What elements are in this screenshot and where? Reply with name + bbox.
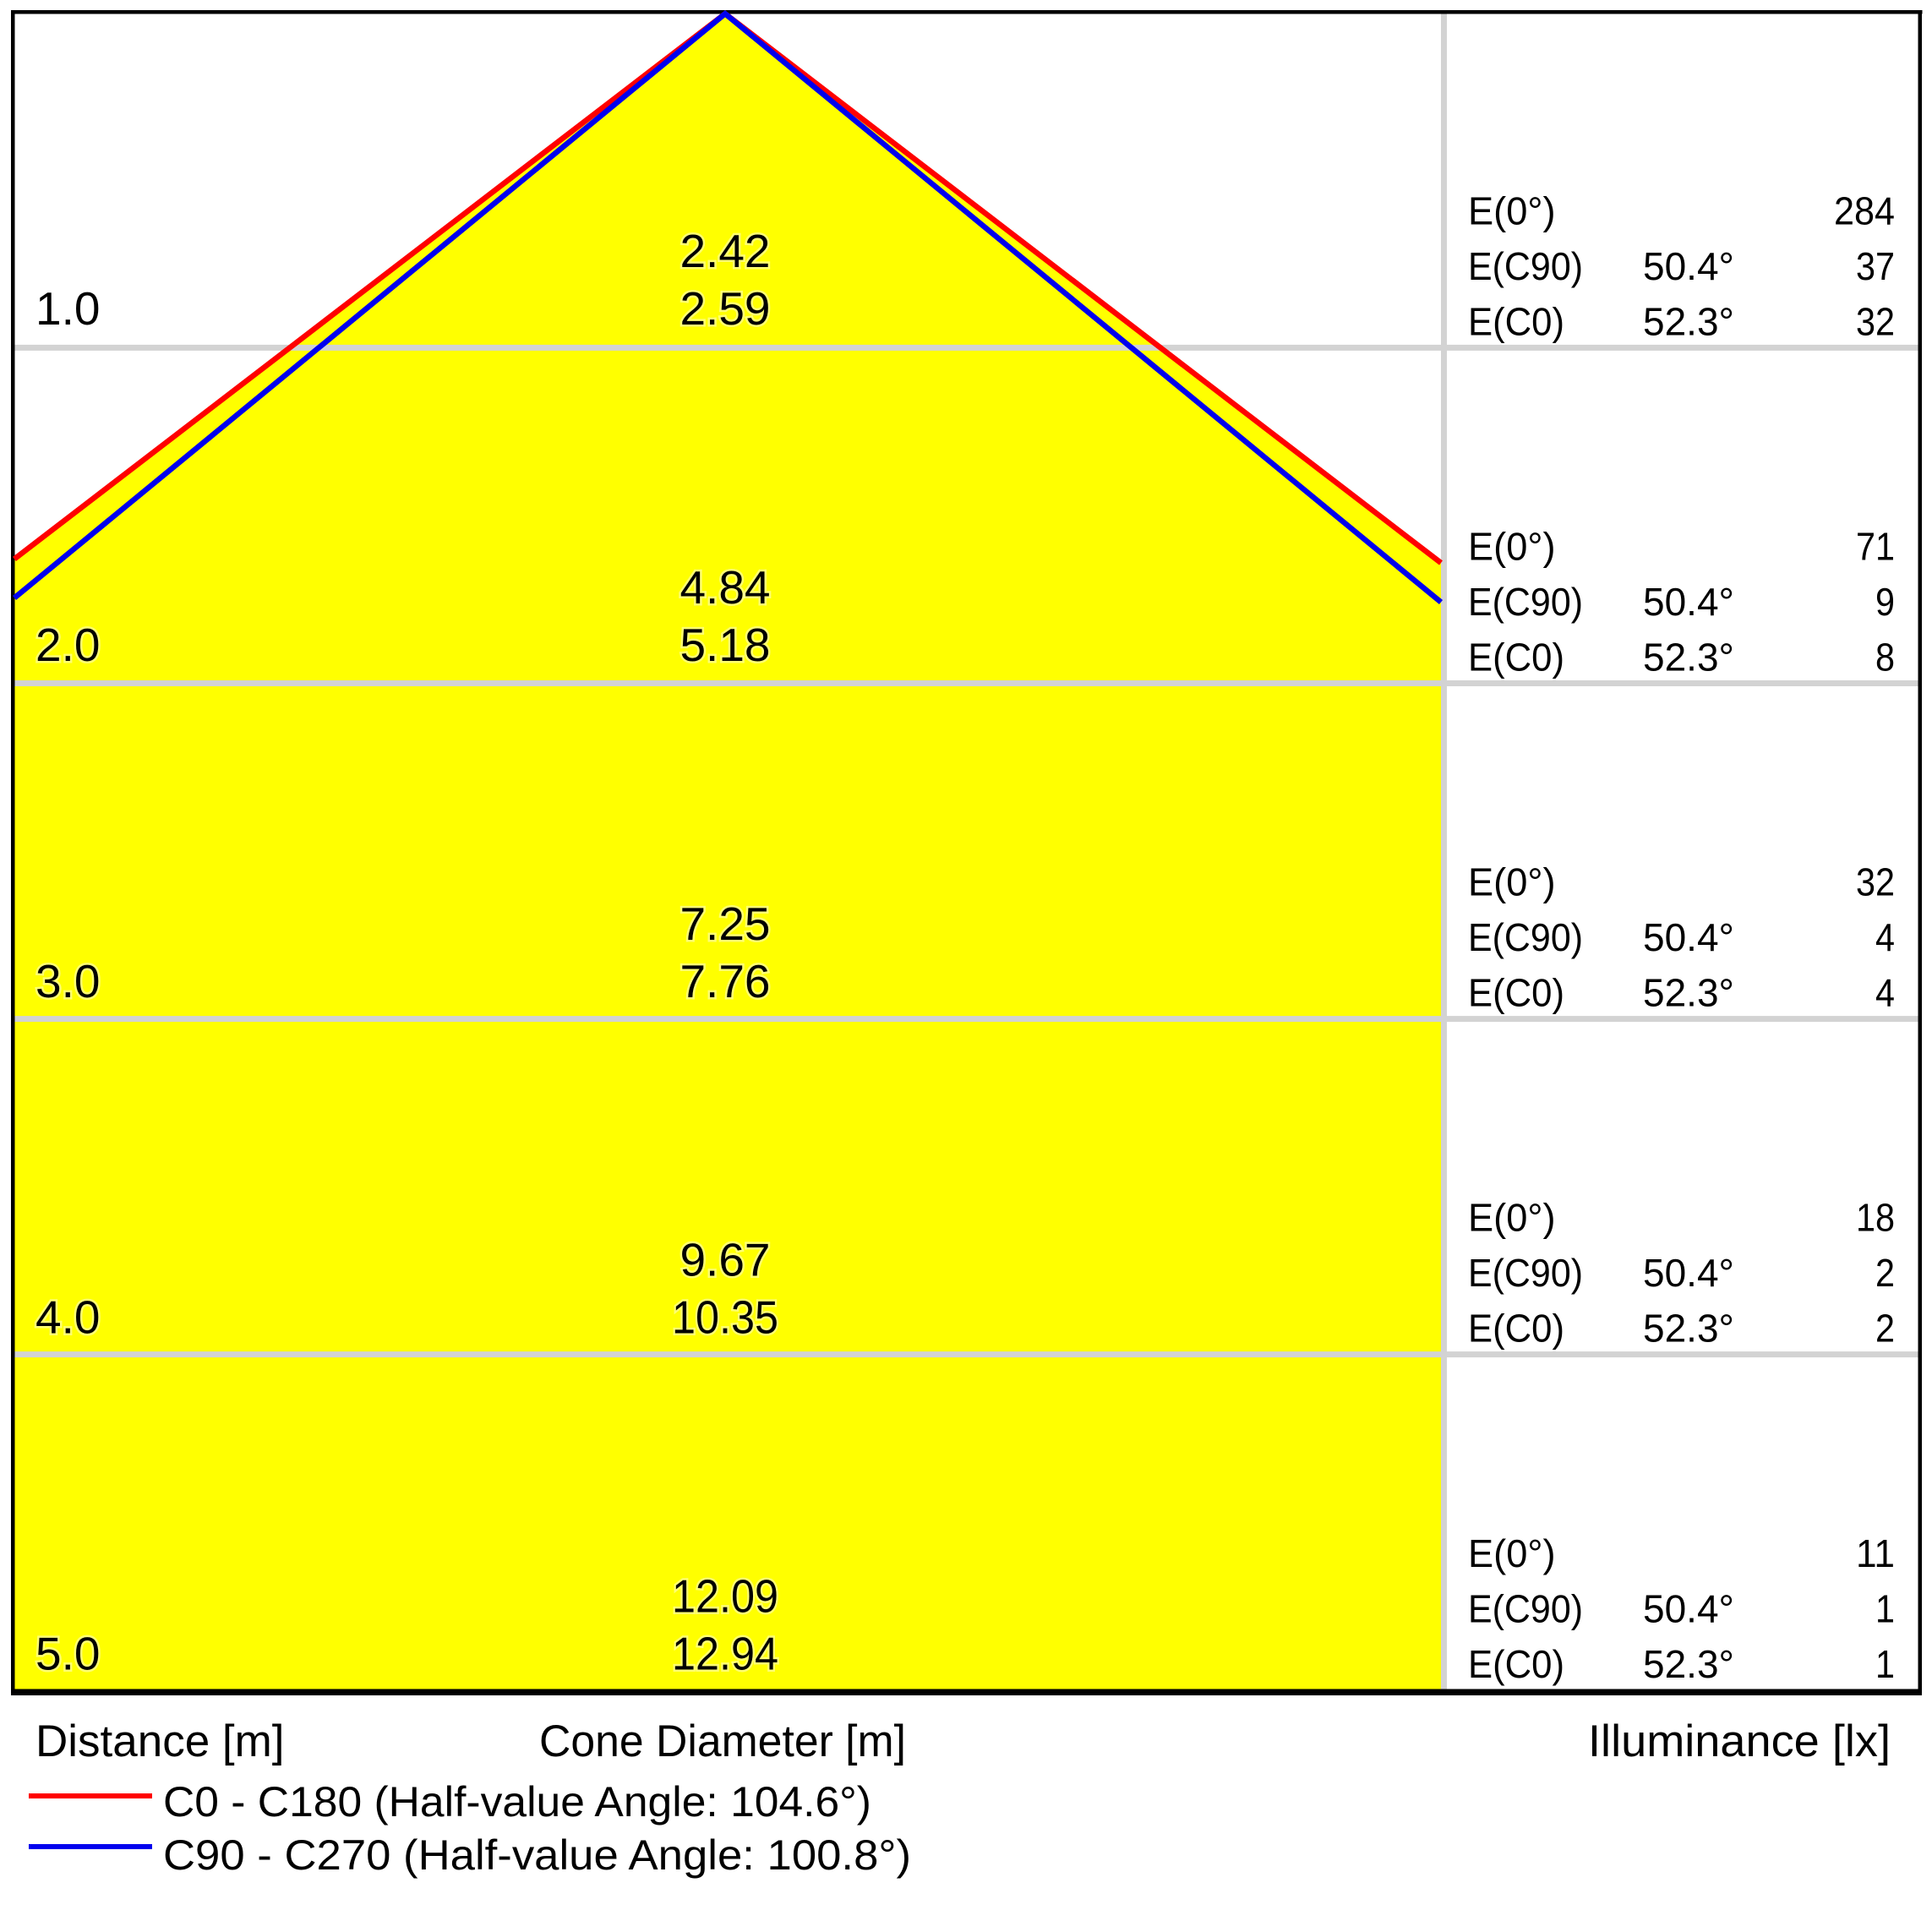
svg-text:7.25: 7.25 bbox=[679, 898, 770, 950]
svg-text:50.4°: 50.4° bbox=[1643, 1251, 1734, 1295]
svg-text:4.84: 4.84 bbox=[679, 561, 770, 614]
svg-text:C0 - C180 (Half-value Angle: 1: C0 - C180 (Half-value Angle: 104.6°) bbox=[163, 1778, 871, 1826]
svg-text:4.84: 4.84 bbox=[679, 561, 770, 614]
svg-text:1.0: 1.0 bbox=[35, 282, 100, 335]
svg-text:52.3°: 52.3° bbox=[1643, 1307, 1734, 1351]
svg-text:E(C0): E(C0) bbox=[1468, 636, 1564, 679]
svg-text:E(0°): E(0°) bbox=[1468, 189, 1556, 233]
svg-text:2.42: 2.42 bbox=[679, 225, 770, 277]
svg-text:12.09: 12.09 bbox=[672, 1570, 778, 1623]
svg-text:Cone Diameter [m]: Cone Diameter [m] bbox=[539, 1716, 906, 1766]
svg-text:52.3°: 52.3° bbox=[1643, 971, 1734, 1015]
svg-text:2.59: 2.59 bbox=[679, 282, 770, 335]
svg-text:71: 71 bbox=[1856, 525, 1895, 569]
svg-text:2: 2 bbox=[1875, 1307, 1895, 1351]
svg-text:7.76: 7.76 bbox=[679, 955, 770, 1007]
svg-text:E(C0): E(C0) bbox=[1468, 1307, 1564, 1351]
svg-text:5.18: 5.18 bbox=[679, 619, 770, 671]
svg-text:E(0°): E(0°) bbox=[1468, 525, 1556, 569]
svg-text:1.0: 1.0 bbox=[35, 282, 100, 335]
svg-text:E(C90): E(C90) bbox=[1468, 244, 1583, 288]
svg-text:1: 1 bbox=[1875, 1586, 1895, 1630]
svg-text:E(0°): E(0°) bbox=[1468, 1531, 1556, 1575]
svg-text:12.09: 12.09 bbox=[672, 1570, 778, 1623]
svg-text:4: 4 bbox=[1875, 915, 1895, 959]
svg-text:5.0: 5.0 bbox=[35, 1628, 100, 1680]
svg-text:284: 284 bbox=[1834, 189, 1895, 233]
svg-text:10.35: 10.35 bbox=[672, 1291, 778, 1344]
svg-text:3.0: 3.0 bbox=[35, 955, 100, 1007]
svg-text:52.3°: 52.3° bbox=[1643, 300, 1734, 344]
svg-text:18: 18 bbox=[1856, 1196, 1895, 1240]
svg-text:50.4°: 50.4° bbox=[1643, 915, 1734, 959]
svg-text:12.94: 12.94 bbox=[672, 1628, 778, 1680]
svg-text:9.67: 9.67 bbox=[679, 1234, 770, 1286]
svg-text:4: 4 bbox=[1875, 971, 1895, 1015]
svg-text:12.94: 12.94 bbox=[672, 1628, 778, 1680]
svg-text:9: 9 bbox=[1875, 580, 1895, 624]
svg-text:7.25: 7.25 bbox=[679, 898, 770, 950]
svg-text:E(C0): E(C0) bbox=[1468, 1642, 1564, 1686]
svg-text:11: 11 bbox=[1856, 1531, 1895, 1575]
svg-text:2.0: 2.0 bbox=[35, 619, 100, 671]
svg-text:5.0: 5.0 bbox=[35, 1628, 100, 1680]
svg-text:52.3°: 52.3° bbox=[1643, 636, 1734, 679]
svg-text:E(0°): E(0°) bbox=[1468, 860, 1556, 904]
svg-text:E(C90): E(C90) bbox=[1468, 1251, 1583, 1295]
svg-text:2.59: 2.59 bbox=[679, 282, 770, 335]
svg-text:37: 37 bbox=[1856, 244, 1895, 288]
svg-text:7.76: 7.76 bbox=[679, 955, 770, 1007]
svg-text:E(C90): E(C90) bbox=[1468, 915, 1583, 959]
svg-text:52.3°: 52.3° bbox=[1643, 1642, 1734, 1686]
svg-text:Illuminance [lx]: Illuminance [lx] bbox=[1588, 1716, 1891, 1766]
svg-text:E(C90): E(C90) bbox=[1468, 580, 1583, 624]
svg-text:32: 32 bbox=[1856, 860, 1895, 904]
svg-text:4.0: 4.0 bbox=[35, 1291, 100, 1344]
svg-text:C90 - C270 (Half-value Angle:: C90 - C270 (Half-value Angle: 100.8°) bbox=[163, 1831, 911, 1879]
svg-text:50.4°: 50.4° bbox=[1643, 244, 1734, 288]
svg-text:32: 32 bbox=[1856, 300, 1895, 344]
svg-text:Distance [m]: Distance [m] bbox=[35, 1716, 285, 1766]
svg-text:10.35: 10.35 bbox=[672, 1291, 778, 1344]
svg-text:3.0: 3.0 bbox=[35, 955, 100, 1007]
svg-text:9.67: 9.67 bbox=[679, 1234, 770, 1286]
svg-text:2: 2 bbox=[1875, 1251, 1895, 1295]
svg-text:5.18: 5.18 bbox=[679, 619, 770, 671]
svg-text:E(C0): E(C0) bbox=[1468, 971, 1564, 1015]
svg-text:50.4°: 50.4° bbox=[1643, 580, 1734, 624]
svg-text:2.42: 2.42 bbox=[679, 225, 770, 277]
svg-text:E(C90): E(C90) bbox=[1468, 1586, 1583, 1630]
svg-text:8: 8 bbox=[1875, 636, 1895, 679]
svg-text:E(C0): E(C0) bbox=[1468, 300, 1564, 344]
svg-text:1: 1 bbox=[1875, 1642, 1895, 1686]
svg-text:2.0: 2.0 bbox=[35, 619, 100, 671]
svg-text:50.4°: 50.4° bbox=[1643, 1586, 1734, 1630]
svg-text:4.0: 4.0 bbox=[35, 1291, 100, 1344]
svg-text:E(0°): E(0°) bbox=[1468, 1196, 1556, 1240]
